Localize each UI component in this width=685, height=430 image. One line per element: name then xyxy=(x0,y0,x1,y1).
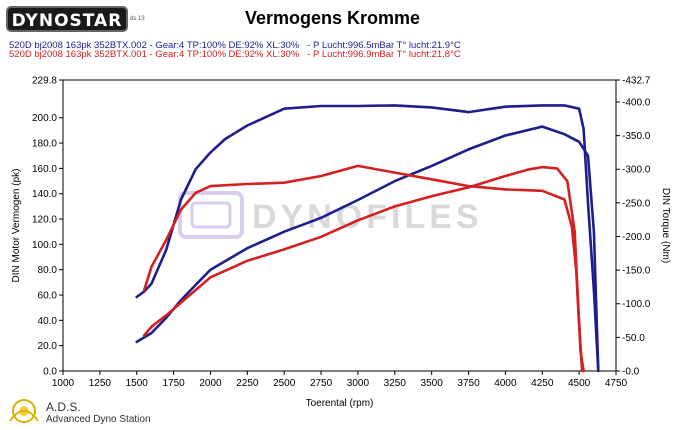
run-1-params: - Gear:4 TP:100% DE:92% XL:30% xyxy=(149,40,300,51)
x-tick-label: 4250 xyxy=(531,378,554,389)
y-left-tick-label: 120.0 xyxy=(32,215,57,226)
y-right-tick-label: -350.0 xyxy=(622,131,651,142)
run-info-2: 520D bj2008 163pk 352BTX.001 - Gear:4 TP… xyxy=(9,49,461,60)
run-2-conditions: - P Lucht:996.9mBar T° lucht:21.8°C xyxy=(307,49,461,60)
dynostar-logo: DYNOSTAR xyxy=(6,6,128,32)
y-left-tick-label: 0.0 xyxy=(43,367,57,378)
series-line-3-power xyxy=(142,165,585,373)
plot-area xyxy=(62,79,617,372)
logo-subtext: ds 13 xyxy=(130,16,145,22)
y-left-tick-label: 200.0 xyxy=(32,113,57,124)
y-right-tick-label: -0.0 xyxy=(622,367,640,378)
x-tick-label: 2000 xyxy=(199,378,222,389)
series-line-2-torque xyxy=(135,104,600,373)
x-tick-label: 4750 xyxy=(605,378,628,389)
x-tick-label: 4000 xyxy=(494,378,517,389)
x-tick-label: 4500 xyxy=(568,378,591,389)
y-left-tick-label: 80.0 xyxy=(38,265,58,276)
run-2-name: 520D bj2008 163pk 352BTX.001 xyxy=(9,49,147,60)
y-right-tick-label: -200.0 xyxy=(622,232,651,243)
y-left-tick-label: 20.0 xyxy=(38,341,58,352)
y-right-tick-label: -250.0 xyxy=(622,198,651,209)
run-1-conditions: - P Lucht:996.5mBar T° lucht:21.9°C xyxy=(307,40,461,51)
x-axis-label: Toerental (rpm) xyxy=(306,398,374,409)
x-tick-label: 2500 xyxy=(273,378,296,389)
x-tick-label: 1500 xyxy=(126,378,149,389)
dynofiles-watermark: DYNOFILES xyxy=(178,191,479,239)
x-tick-label: 3750 xyxy=(457,378,480,389)
run-1-name: 520D bj2008 163pk 352BTX.002 xyxy=(9,40,147,51)
y-left-tick-label: 160.0 xyxy=(32,164,57,175)
footer-title: A.D.S. xyxy=(46,400,81,414)
y-axis-right-label: DIN Torque (Nm) xyxy=(660,188,671,263)
y-left-tick-label: 60.0 xyxy=(38,291,58,302)
run-info-1: 520D bj2008 163pk 352BTX.002 - Gear:4 TP… xyxy=(9,40,461,51)
y-right-tick-label: -50.0 xyxy=(622,333,645,344)
y-left-tick-label: 100.0 xyxy=(32,240,57,251)
x-tick-label: 1750 xyxy=(162,378,185,389)
footer-subtitle: Advanced Dyno Station xyxy=(46,414,151,425)
y-left-tick-label: 40.0 xyxy=(38,316,58,327)
series-layer xyxy=(135,104,600,373)
plot-frame xyxy=(62,79,617,372)
y-axis-left-label: DIN Motor Vermogen (pk) xyxy=(11,169,22,283)
y-right-tick-label: -100.0 xyxy=(622,299,651,310)
x-tick-label: 3000 xyxy=(347,378,370,389)
x-tick-label: 3250 xyxy=(384,378,407,389)
y-left-tick-label: 229.8 xyxy=(32,76,57,87)
series-line-1-power xyxy=(135,125,600,373)
run-2-params: - Gear:4 TP:100% DE:92% XL:30% xyxy=(149,49,300,60)
y-right-tick-label: -150.0 xyxy=(622,266,651,277)
y-right-tick-label: -400.0 xyxy=(622,97,651,108)
y-right-tick-label: -300.0 xyxy=(622,165,651,176)
x-tick-label: 2250 xyxy=(236,378,259,389)
ticks-layer: 1000 1250 1500 1750 2000 2250 2500 2750 3000 3250… xyxy=(32,76,651,390)
y-left-tick-label: 180.0 xyxy=(32,139,57,150)
chart-title: Vermogens Kromme xyxy=(244,8,421,28)
x-tick-label: 1000 xyxy=(52,378,75,389)
y-left-tick-label: 140.0 xyxy=(32,189,57,200)
y-right-tick-label: -432.7 xyxy=(622,76,651,87)
x-tick-label: 1250 xyxy=(89,378,112,389)
x-tick-label: 2750 xyxy=(310,378,333,389)
ads-logo-icon xyxy=(8,397,44,430)
series-line-4-torque xyxy=(142,164,584,373)
x-tick-label: 3500 xyxy=(421,378,444,389)
